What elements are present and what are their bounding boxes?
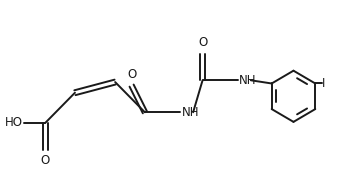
Text: O: O xyxy=(127,68,136,81)
Text: HO: HO xyxy=(4,116,22,129)
Text: O: O xyxy=(198,36,207,49)
Text: O: O xyxy=(41,154,50,167)
Text: NH: NH xyxy=(239,74,257,87)
Text: NH: NH xyxy=(182,106,199,119)
Text: I: I xyxy=(322,77,326,90)
